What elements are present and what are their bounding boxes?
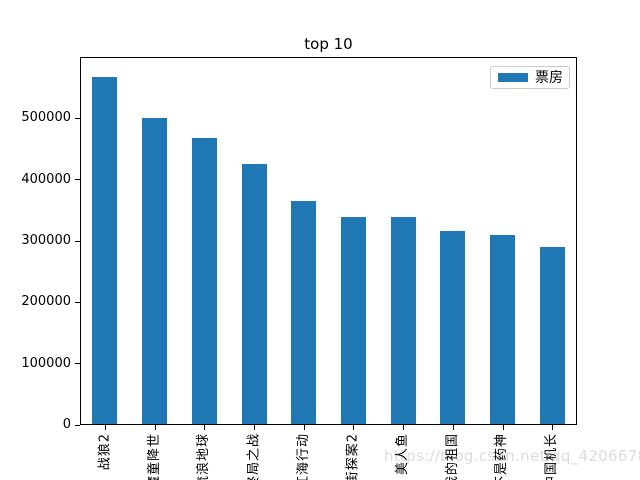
x-tick-label-text: 红海行动 (295, 433, 311, 480)
bar (241, 164, 267, 425)
x-tick-label-text: 中国机长 (544, 433, 560, 480)
x-tick-label-text: 流浪地球 (196, 433, 212, 480)
bar (92, 76, 118, 425)
x-tick-label-text: 我和我的祖国 (444, 433, 460, 480)
x-tick-label-text: 哪吒之魔童降世 (147, 433, 163, 480)
bar (390, 217, 416, 425)
x-tick-label-text: 唐人街探案2 (345, 433, 361, 480)
x-tick (303, 425, 305, 430)
y-tick-label: 300000 (21, 233, 71, 248)
bar (490, 234, 515, 425)
legend: 票房 (490, 66, 570, 89)
y-tick (75, 179, 80, 181)
y-tick (75, 117, 80, 119)
y-tick (75, 363, 80, 365)
x-tick (452, 425, 454, 430)
y-tick-label: 100000 (21, 355, 71, 371)
y-tick-label: 0 (62, 417, 71, 432)
x-tick (552, 425, 554, 430)
x-tick (502, 425, 504, 430)
bar (291, 201, 317, 425)
watermark-text: https://blog.csdn.net/qq_42066782 (384, 447, 640, 465)
x-tick (104, 425, 106, 430)
bar (142, 118, 167, 425)
x-tick (204, 425, 206, 430)
y-tick (75, 301, 80, 303)
y-tick-label: 200000 (21, 294, 71, 310)
y-tick (75, 424, 80, 426)
bar (191, 138, 217, 425)
x-tick (403, 425, 405, 430)
x-tick-label-text: 复仇者联盟4：终局之战 (246, 433, 262, 480)
x-tick-label-text: 战狼2 (96, 433, 112, 471)
x-tick (254, 425, 255, 430)
y-tick-label: 500000 (21, 110, 71, 126)
bar (440, 231, 466, 425)
bar (539, 246, 565, 425)
legend-swatch (498, 73, 528, 82)
legend-label: 票房 (535, 69, 563, 86)
x-tick-label-text: 美人鱼 (395, 433, 411, 476)
x-tick-label-text: 我不是药神 (494, 433, 510, 480)
y-tick-label: 400000 (21, 171, 71, 187)
x-tick (154, 425, 156, 430)
y-tick (75, 240, 80, 242)
x-tick (353, 425, 355, 430)
chart-title: top 10 (304, 35, 353, 53)
bar (340, 217, 366, 425)
